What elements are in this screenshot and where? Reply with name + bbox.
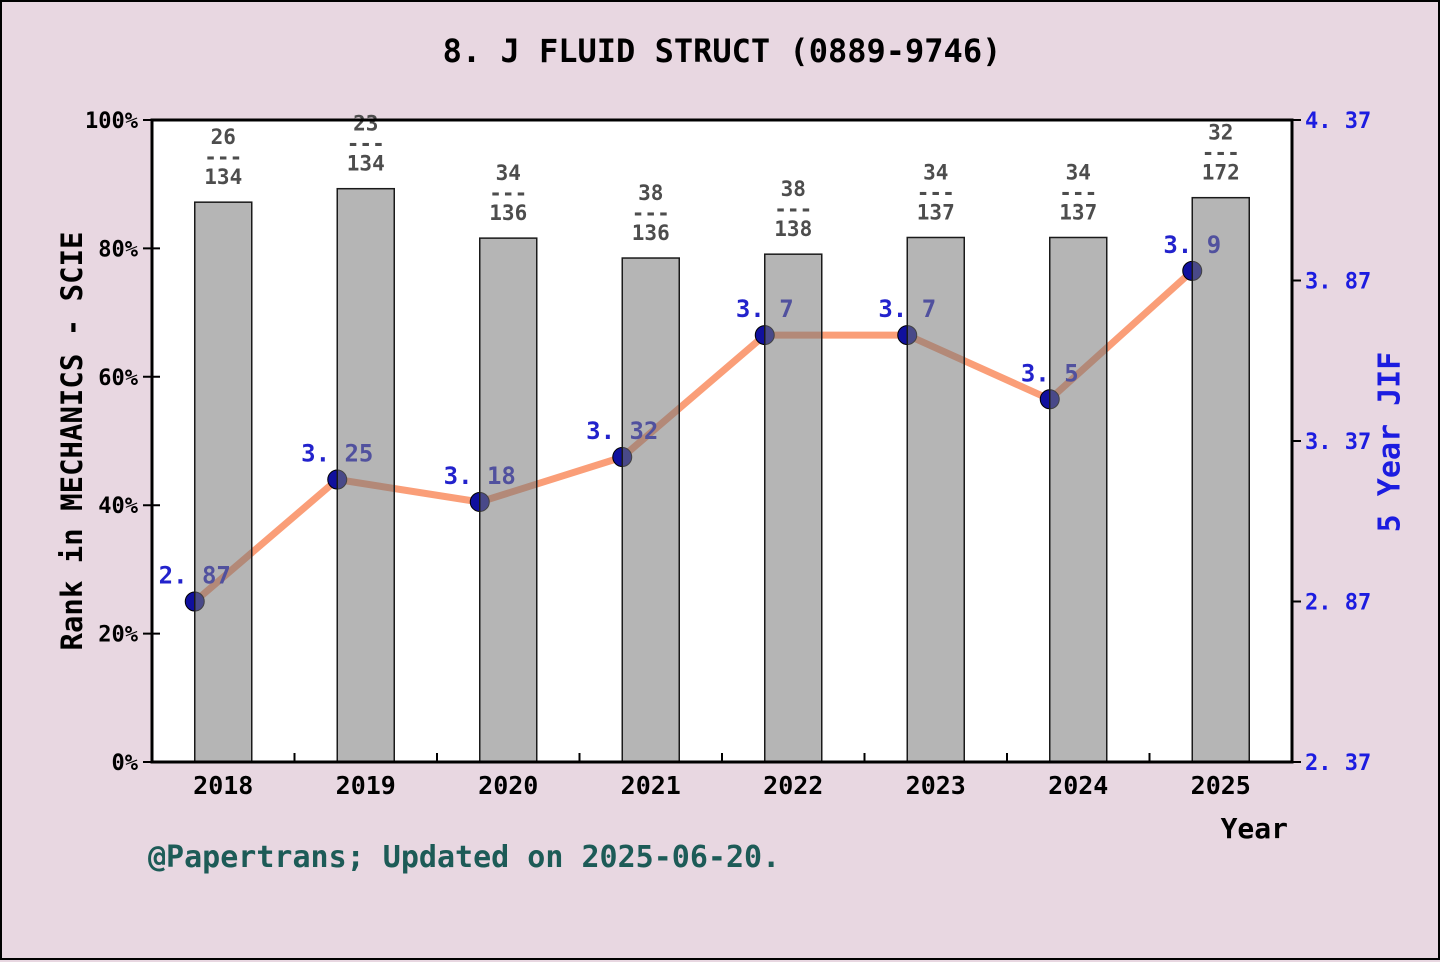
rank-numerator-2025: 32 <box>1208 121 1233 145</box>
rank-denominator-2022: 138 <box>774 217 812 241</box>
rank-denominator-2018: 134 <box>204 165 242 189</box>
rank-bar-2024 <box>1049 236 1108 763</box>
rank-bar-2020 <box>479 237 538 763</box>
rank-denominator-2025: 172 <box>1202 161 1240 185</box>
right-tick-label: 4. 37 <box>1305 109 1371 134</box>
right-tick-label: 2. 37 <box>1305 751 1371 776</box>
x-tick-label-2024: 2024 <box>1048 771 1108 800</box>
right-tick-label: 2. 87 <box>1305 591 1371 616</box>
left-tick-label: 0% <box>112 751 139 776</box>
x-tick-label-2025: 2025 <box>1191 771 1251 800</box>
x-tick-label-2022: 2022 <box>763 771 823 800</box>
rank-bar-2025 <box>1191 196 1250 763</box>
left-tick-label: 80% <box>98 237 138 262</box>
rank-bar-2021 <box>621 257 680 763</box>
rank-denominator-2024: 137 <box>1059 200 1097 224</box>
x-tick-label-2021: 2021 <box>621 771 681 800</box>
chart-title: 8. J FLUID STRUCT (0889-9746) <box>442 32 1002 70</box>
rank-divider-2023: --- <box>917 180 955 204</box>
rank-denominator-2020: 136 <box>489 201 527 225</box>
footer-attribution: @Papertrans; Updated on 2025-06-20. <box>148 840 781 875</box>
plot-frame <box>150 118 1294 764</box>
rank-numerator-2019: 23 <box>353 112 378 136</box>
x-tick-label-2019: 2019 <box>336 771 396 800</box>
rank-divider-2020: --- <box>489 181 527 205</box>
left-tick-label: 20% <box>98 623 138 648</box>
rank-numerator-2021: 38 <box>638 181 663 205</box>
rank-bar-2022 <box>764 253 823 763</box>
rank-divider-2024: --- <box>1059 180 1097 204</box>
x-tick-label-2023: 2023 <box>906 771 966 800</box>
rank-numerator-2020: 34 <box>496 161 521 185</box>
x-axis-title: Year <box>1220 812 1288 845</box>
x-tick-label-2018: 2018 <box>193 771 253 800</box>
rank-numerator-2024: 34 <box>1066 160 1091 184</box>
left-tick-label: 40% <box>98 494 138 519</box>
rank-divider-2018: --- <box>204 145 242 169</box>
right-tick-label: 3. 37 <box>1305 430 1371 455</box>
rank-denominator-2023: 137 <box>917 200 955 224</box>
rank-divider-2022: --- <box>774 197 812 221</box>
rank-numerator-2022: 38 <box>781 177 806 201</box>
x-tick-label-2020: 2020 <box>478 771 538 800</box>
rank-divider-2019: --- <box>347 132 385 156</box>
rank-divider-2025: --- <box>1202 141 1240 165</box>
left-tick-label: 60% <box>98 366 138 391</box>
rank-bar-2019 <box>336 187 395 763</box>
rank-numerator-2018: 26 <box>211 125 236 149</box>
rank-divider-2021: --- <box>632 201 670 225</box>
right-tick-label: 3. 87 <box>1305 270 1371 295</box>
rank-bar-2018 <box>194 201 253 763</box>
rank-denominator-2019: 134 <box>347 152 385 176</box>
left-tick-label: 100% <box>85 109 139 134</box>
rank-denominator-2021: 136 <box>632 221 670 245</box>
rank-bar-2023 <box>906 236 965 763</box>
rank-numerator-2023: 34 <box>923 160 948 184</box>
